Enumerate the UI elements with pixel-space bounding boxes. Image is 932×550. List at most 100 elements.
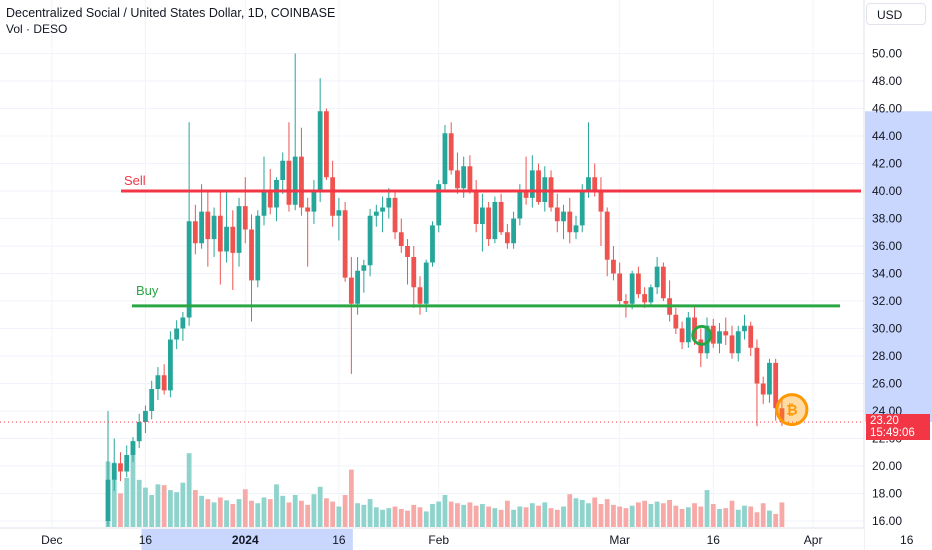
volume-bar	[717, 508, 722, 527]
candle-body	[255, 215, 261, 281]
candle	[604, 207, 610, 277]
candle-body	[367, 215, 373, 266]
candle-body	[292, 156, 298, 205]
volume-bar	[280, 495, 286, 527]
volume-bar	[230, 504, 236, 527]
volume-bar	[586, 503, 591, 527]
time-tick-label: 16	[707, 533, 721, 547]
candle-body	[598, 191, 604, 212]
candle	[492, 196, 498, 244]
candle-body	[217, 215, 223, 252]
time-tick-label: 16	[900, 533, 914, 547]
volume-bar	[242, 489, 248, 527]
level-lines[interactable]: ₿	[0, 189, 864, 427]
volume-bar	[673, 505, 679, 527]
volume-bar	[617, 506, 623, 527]
volume-bar	[598, 504, 604, 527]
candle	[411, 246, 417, 308]
price-tick-label: 20.00	[872, 459, 902, 473]
volume-bar	[779, 502, 785, 527]
volume-bar	[704, 490, 710, 527]
candle	[685, 312, 691, 348]
candle-body	[673, 314, 679, 329]
volume-bar	[623, 508, 629, 527]
candle-body	[324, 111, 329, 178]
candle-body	[199, 211, 204, 244]
volume-bar	[579, 499, 585, 527]
volume-bar	[224, 500, 229, 527]
candle	[224, 191, 229, 263]
candle-body	[436, 184, 442, 226]
candle	[180, 312, 186, 341]
volume-bar	[685, 507, 691, 527]
volume-bar	[267, 499, 273, 527]
candle	[754, 339, 760, 427]
volume-bar	[124, 477, 130, 527]
candle-body	[180, 317, 186, 329]
candle-body	[611, 259, 616, 274]
candle	[455, 152, 460, 194]
volume-bar	[679, 508, 685, 527]
candle	[573, 215, 579, 240]
volume-bar	[498, 509, 504, 527]
price-tick-label: 34.00	[872, 267, 902, 281]
volume-bar	[517, 506, 523, 527]
candle	[704, 317, 710, 359]
volume-bar	[336, 506, 342, 527]
candle	[118, 452, 123, 482]
candle-body	[729, 335, 735, 354]
candle	[511, 211, 516, 249]
candle-body	[280, 160, 286, 180]
candle	[542, 166, 548, 212]
candle	[448, 122, 454, 175]
price-tick-label: 38.00	[872, 212, 902, 226]
candle-body	[236, 206, 242, 253]
orange-circle-marker	[775, 393, 809, 427]
candle-body	[430, 225, 435, 263]
candle-body	[342, 210, 348, 278]
candle-body	[567, 211, 573, 233]
volume-bar	[405, 510, 410, 527]
candles[interactable]	[105, 53, 785, 527]
price-tick-label: 50.00	[872, 47, 902, 61]
volume-bar	[742, 505, 747, 527]
candle	[199, 184, 204, 249]
candle	[280, 152, 286, 194]
candle-body	[149, 389, 155, 411]
candle	[498, 193, 504, 235]
candle-body	[698, 339, 704, 354]
volume-bar	[636, 502, 641, 527]
candle-body	[504, 232, 510, 244]
volume-bar	[723, 508, 729, 527]
candle-body	[330, 177, 336, 216]
candle	[735, 325, 741, 362]
green-circle-marker	[691, 324, 713, 346]
volume-bar	[767, 510, 772, 527]
time-tick-label: 16	[332, 533, 346, 547]
currency-button[interactable]: USD	[866, 3, 926, 25]
candle-body	[386, 197, 392, 208]
candle-body	[143, 411, 148, 422]
candle	[299, 127, 304, 216]
volume-bar	[461, 504, 467, 527]
candle-body	[723, 331, 729, 336]
candle-body	[398, 232, 404, 246]
candle	[174, 320, 180, 350]
candle-body	[636, 273, 641, 295]
candle-body	[617, 273, 623, 301]
volume-bar	[542, 502, 548, 527]
candle	[486, 202, 492, 246]
candle	[342, 202, 348, 282]
candle	[192, 204, 198, 255]
candle	[217, 189, 223, 285]
candle-body	[660, 266, 666, 299]
volume-bar	[660, 503, 666, 527]
candle-body	[261, 191, 267, 216]
candle-body	[536, 170, 541, 202]
volume-bar	[667, 499, 672, 527]
candle	[242, 177, 248, 244]
volume-legend[interactable]: Vol · DESO	[6, 22, 68, 36]
candle-body	[249, 229, 254, 281]
